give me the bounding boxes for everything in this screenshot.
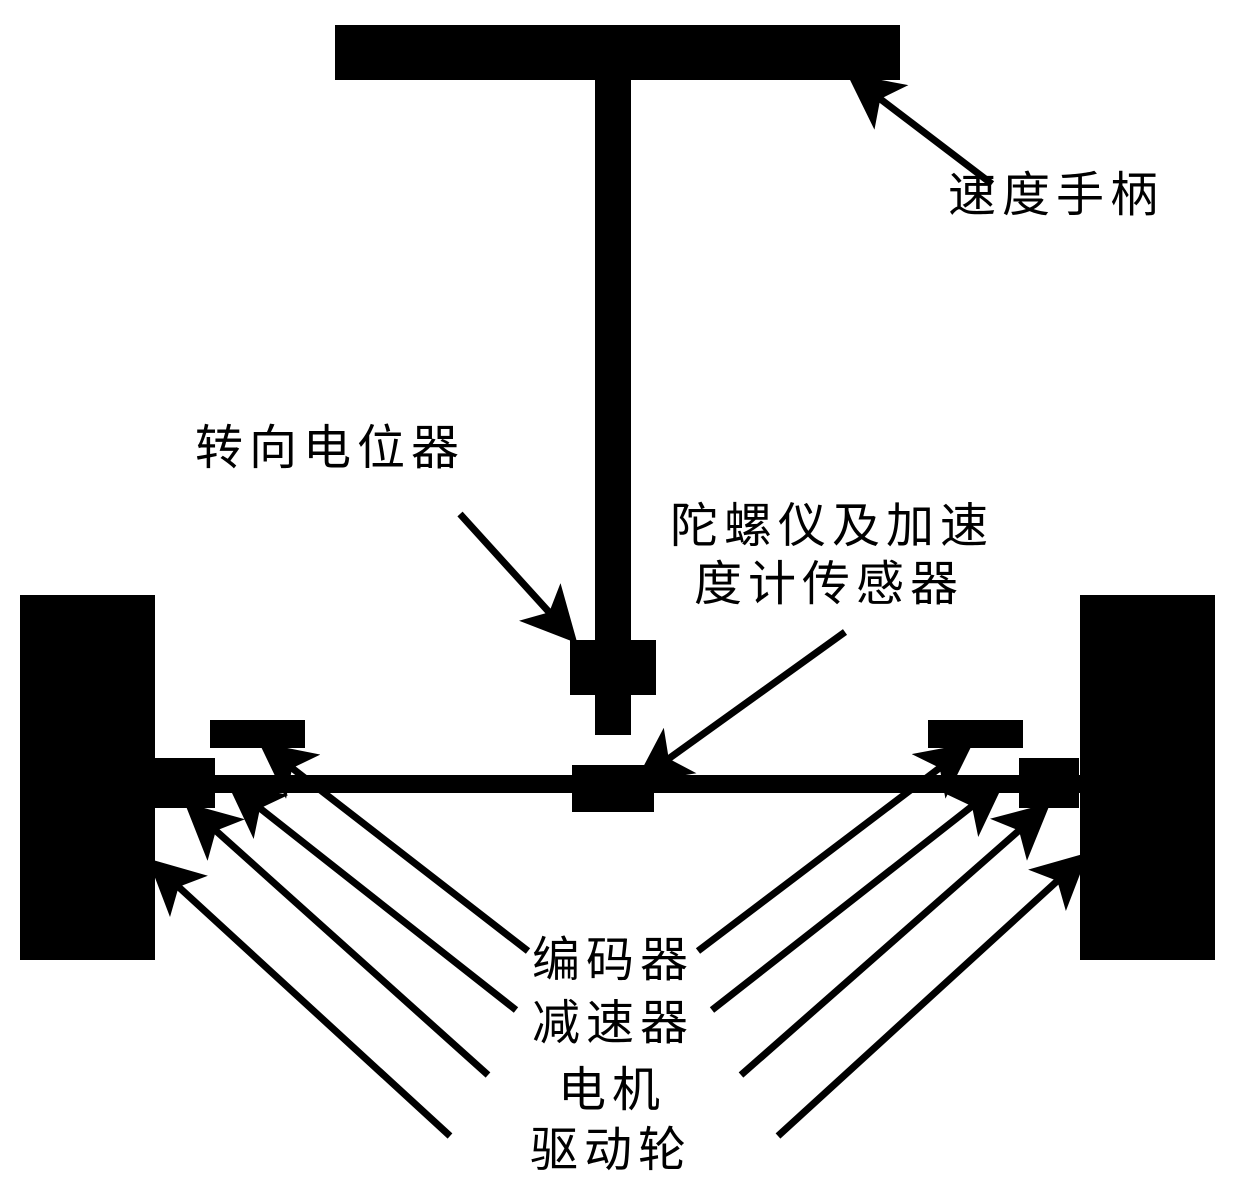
gyro-label-line1: 陀螺仪及加速	[670, 498, 994, 556]
steering-pot-block	[570, 640, 656, 695]
drive-wheel-label: 驱动轮	[530, 1110, 692, 1180]
speed-handle-bar	[335, 25, 900, 80]
left-motor-block	[155, 758, 215, 808]
encoder-label: 编码器	[532, 920, 694, 990]
left-wheel	[20, 595, 155, 960]
steering-column	[595, 80, 631, 735]
right-encoder-block	[928, 720, 1023, 748]
gyro-label-line2: 度计传感器	[694, 556, 994, 614]
reducer-label: 减速器	[532, 983, 694, 1053]
right-motor-block	[1019, 758, 1079, 808]
speed-handle-label: 速度手柄	[948, 155, 1164, 225]
left-encoder-block	[210, 720, 305, 748]
arrow	[646, 632, 845, 775]
steering-pot-label: 转向电位器	[195, 408, 465, 478]
axle	[130, 775, 1095, 793]
arrow	[460, 514, 568, 633]
gyro-label: 陀螺仪及加速 度计传感器	[670, 498, 994, 613]
right-wheel	[1080, 595, 1215, 960]
